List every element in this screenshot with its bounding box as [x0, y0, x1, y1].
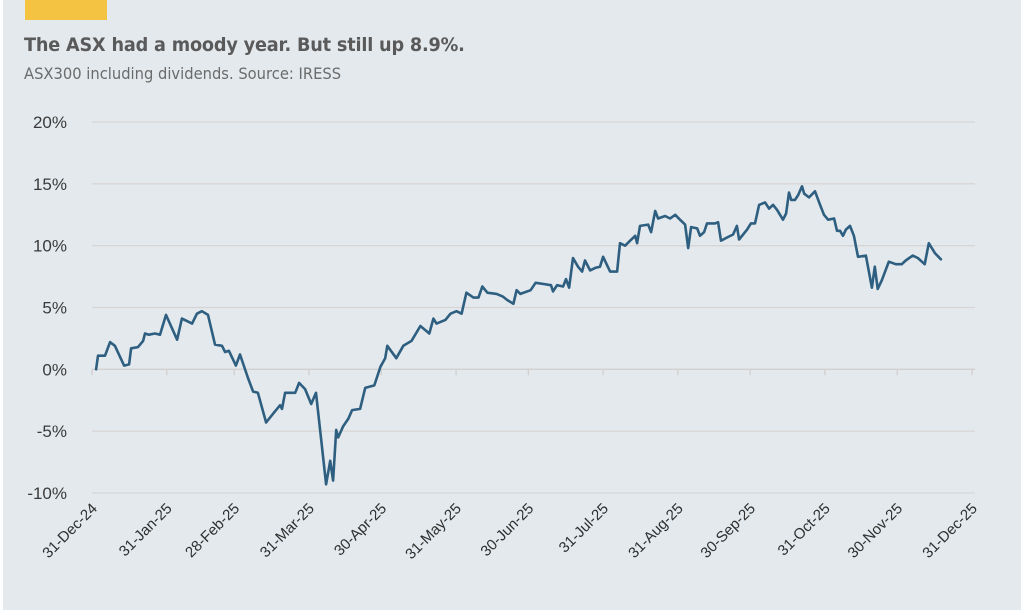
- x-tick-label: 30-Jun-25: [477, 500, 537, 560]
- x-tick-label: 31-Oct-25: [775, 500, 834, 559]
- y-tick-label: -5%: [37, 422, 67, 441]
- series-group: [94, 185, 943, 486]
- chart-panel: [3, 0, 1021, 610]
- x-tick-label: 31-Jan-25: [116, 500, 176, 560]
- gridlines: [92, 121, 975, 494]
- x-tick-label: 31-May-25: [402, 500, 465, 563]
- x-tick-label: 28-Feb-25: [182, 500, 243, 561]
- y-tick-label: 0%: [42, 360, 67, 379]
- x-tick-label: 31-Mar-25: [257, 500, 318, 561]
- x-tick-label: 30-Sep-25: [697, 500, 759, 562]
- x-tick-label: 31-Jul-25: [556, 500, 612, 556]
- y-tick-label: 20%: [33, 113, 67, 132]
- y-tick-label: -10%: [27, 484, 67, 503]
- series-line-asx300: [94, 185, 943, 486]
- y-tick-label: 10%: [33, 237, 67, 256]
- accent-bar: [25, 0, 107, 20]
- x-tick-label: 31-Aug-25: [625, 500, 687, 562]
- x-tick-label: 30-Nov-25: [845, 500, 907, 562]
- y-tick-label: 5%: [42, 299, 67, 318]
- y-axis: 20% 15% 10% 5% 0% -5% -10%: [27, 113, 67, 503]
- x-axis: 31-Dec-24 31-Jan-25 28-Feb-25 31-Mar-25 30-A…: [39, 369, 981, 563]
- x-tick-label: 31-Dec-25: [919, 500, 981, 562]
- chart-subtitle: ASX300 including dividends. Source: IRES…: [24, 64, 342, 83]
- y-tick-label: 15%: [33, 175, 67, 194]
- x-tick-label: 31-Dec-24: [39, 500, 101, 562]
- chart-title: The ASX had a moody year. But still up 8…: [24, 34, 465, 56]
- x-tick-label: 30-Apr-25: [331, 500, 390, 559]
